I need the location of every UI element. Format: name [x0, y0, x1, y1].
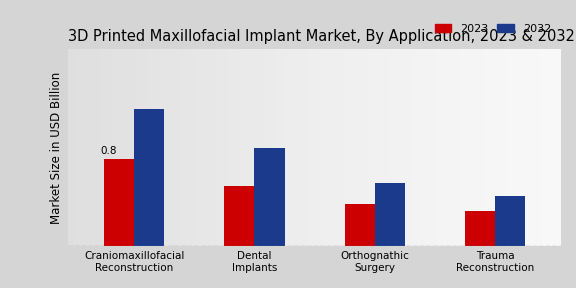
Bar — [495, 196, 525, 246]
Bar — [104, 158, 134, 246]
Legend: 2023, 2032: 2023, 2032 — [430, 20, 555, 39]
Bar — [465, 211, 495, 246]
Bar — [374, 183, 405, 246]
Bar — [134, 109, 164, 246]
Text: 0.8: 0.8 — [100, 146, 116, 156]
Bar — [344, 204, 374, 246]
Y-axis label: Market Size in USD Billion: Market Size in USD Billion — [50, 71, 63, 224]
Bar — [255, 148, 285, 246]
Bar — [225, 186, 255, 246]
Text: 3D Printed Maxillofacial Implant Market, By Application, 2023 & 2032: 3D Printed Maxillofacial Implant Market,… — [68, 29, 575, 44]
